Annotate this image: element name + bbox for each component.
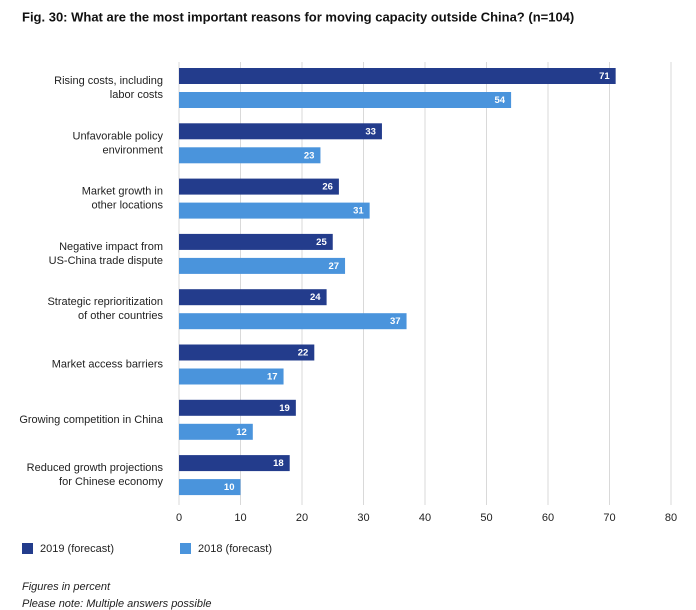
value-label: 23 (304, 150, 315, 161)
bar (179, 455, 290, 472)
bar (179, 289, 327, 306)
note: Figures in percent (22, 581, 111, 593)
note: Please note: Multiple answers possible (22, 598, 212, 610)
bar (179, 313, 407, 330)
value-label: 12 (236, 427, 247, 438)
value-label: 18 (273, 458, 284, 469)
bar (179, 123, 382, 140)
y-tick-label: Negative impact from US-China trade dispu… (49, 241, 163, 267)
y-tick-label: Strategic reprioritization of other count… (47, 296, 163, 322)
x-tick-label: 80 (665, 512, 677, 524)
bar (179, 257, 346, 274)
x-tick-label: 40 (419, 512, 431, 524)
value-label: 71 (599, 71, 610, 82)
x-tick-label: 0 (176, 512, 182, 524)
x-tick-label: 30 (357, 512, 369, 524)
value-label: 33 (365, 126, 376, 137)
legend-swatch (180, 543, 191, 554)
bar (179, 368, 284, 385)
x-tick-label: 50 (480, 512, 492, 524)
y-tick-label: Rising costs, including labor costs (54, 75, 163, 101)
bar (179, 399, 296, 416)
x-tick-label: 60 (542, 512, 554, 524)
value-label: 37 (390, 316, 401, 327)
bar (179, 479, 241, 496)
legend-label: 2018 (forecast) (198, 543, 272, 555)
bar (179, 344, 315, 361)
bar (179, 202, 370, 219)
y-tick-label: Reduced growth projections for Chinese ec… (27, 462, 164, 488)
bar (179, 92, 512, 108)
value-label: 26 (322, 182, 333, 193)
bar (179, 423, 253, 440)
x-tick-label: 70 (603, 512, 615, 524)
value-label: 24 (310, 292, 321, 303)
y-tick-label: Growing competition in China (19, 414, 164, 426)
y-tick-label: Market access barriers (52, 358, 164, 370)
value-label: 27 (328, 261, 339, 272)
x-tick-label: 20 (296, 512, 308, 524)
value-label: 10 (224, 482, 235, 493)
value-label: 17 (267, 372, 278, 383)
value-label: 25 (316, 237, 327, 248)
bar (179, 178, 339, 195)
value-label: 54 (495, 95, 506, 106)
y-tick-label: Market growth in other locations (82, 186, 164, 212)
legend-label: 2019 (forecast) (40, 543, 114, 555)
bar (179, 233, 333, 250)
legend-swatch (22, 543, 33, 554)
value-label: 22 (298, 348, 309, 359)
chart-title: Fig. 30: What are the most important rea… (22, 9, 574, 24)
x-tick-label: 10 (234, 512, 246, 524)
value-label: 31 (353, 206, 364, 217)
bar (179, 68, 616, 84)
value-label: 19 (279, 403, 290, 414)
y-tick-label: Unfavorable policy environment (73, 130, 164, 156)
bar (179, 147, 321, 164)
